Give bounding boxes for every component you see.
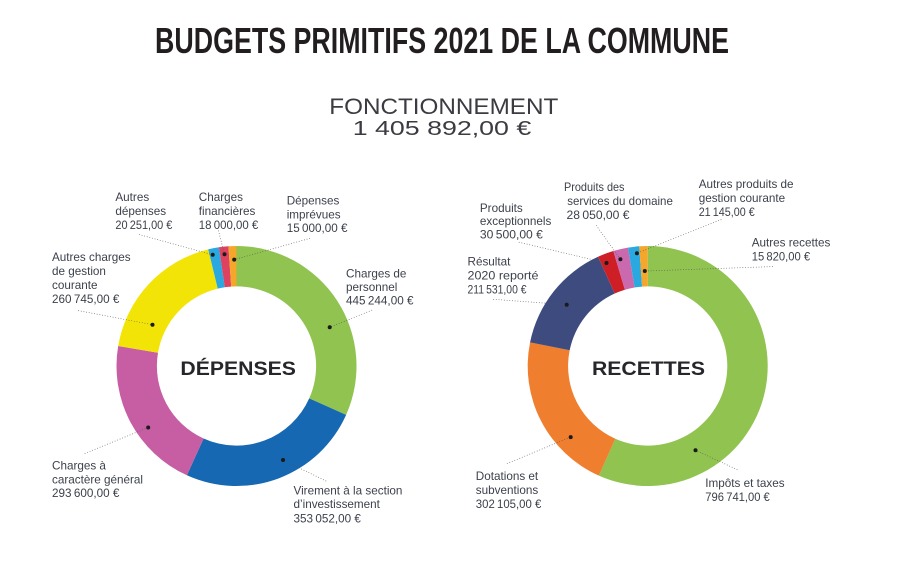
svg-text:Charges à: Charges à (52, 460, 106, 473)
svg-text:Résultat: Résultat (468, 256, 512, 269)
svg-text:gestion courante: gestion courante (699, 192, 785, 205)
svg-text:subventions: subventions (476, 484, 539, 497)
svg-text:exceptionnels: exceptionnels (480, 215, 552, 228)
svg-text:imprévues: imprévues (287, 209, 341, 222)
svg-text:Autres: Autres (115, 191, 149, 204)
svg-text:RECETTES: RECETTES (592, 359, 705, 380)
svg-text:FONCTIONNEMENT: FONCTIONNEMENT (329, 94, 558, 119)
svg-text:Autres recettes: Autres recettes (752, 237, 831, 250)
svg-text:d’investissement: d’investissement (294, 498, 381, 511)
svg-text:DÉPENSES: DÉPENSES (180, 358, 296, 380)
svg-text:Produits des: Produits des (564, 181, 625, 194)
svg-text:BUDGETS PRIMITIFS 2021 DE LA C: BUDGETS PRIMITIFS 2021 DE LA COMMUNE (155, 20, 729, 61)
svg-text:260 745,00 €: 260 745,00 € (52, 293, 120, 306)
svg-text:293 600,00 €: 293 600,00 € (52, 487, 120, 500)
svg-text:28 050,00 €: 28 050,00 € (567, 209, 631, 222)
svg-text:Dépenses: Dépenses (287, 195, 340, 208)
svg-text:Dotations et: Dotations et (476, 470, 539, 483)
svg-text:Autres produits de: Autres produits de (699, 178, 794, 191)
svg-text:courante: courante (52, 279, 97, 292)
svg-text:302 105,00 €: 302 105,00 € (476, 498, 542, 511)
svg-text:Impôts et taxes: Impôts et taxes (705, 477, 784, 490)
svg-text:Autres charges: Autres charges (52, 251, 131, 264)
svg-text:20 251,00 €: 20 251,00 € (115, 219, 172, 232)
svg-text:796 741,00 €: 796 741,00 € (705, 491, 770, 504)
svg-text:2020 reporté: 2020 reporté (468, 270, 539, 283)
svg-text:353 052,00 €: 353 052,00 € (294, 513, 362, 526)
svg-text:Virement à la section: Virement à la section (294, 485, 403, 498)
svg-text:Charges: Charges (199, 191, 243, 204)
svg-text:445 244,00 €: 445 244,00 € (346, 295, 414, 308)
svg-text:financières: financières (199, 205, 256, 218)
svg-text:211 531,00 €: 211 531,00 € (468, 284, 527, 297)
svg-text:15 000,00 €: 15 000,00 € (287, 222, 348, 235)
svg-text:Produits: Produits (480, 202, 523, 215)
svg-text:personnel: personnel (346, 281, 397, 294)
svg-text:Charges de: Charges de (346, 267, 406, 280)
svg-text:services du domaine: services du domaine (567, 195, 673, 208)
svg-text:15 820,00 €: 15 820,00 € (752, 250, 811, 263)
svg-text:30 500,00 €: 30 500,00 € (480, 229, 544, 242)
svg-text:1 405 892,00 €: 1 405 892,00 € (353, 118, 532, 140)
svg-text:de gestion: de gestion (52, 265, 106, 278)
svg-text:21 145,00 €: 21 145,00 € (699, 206, 755, 219)
svg-text:dépenses: dépenses (115, 205, 166, 218)
svg-text:18 000,00 €: 18 000,00 € (199, 219, 259, 232)
svg-text:caractère général: caractère général (52, 473, 143, 486)
